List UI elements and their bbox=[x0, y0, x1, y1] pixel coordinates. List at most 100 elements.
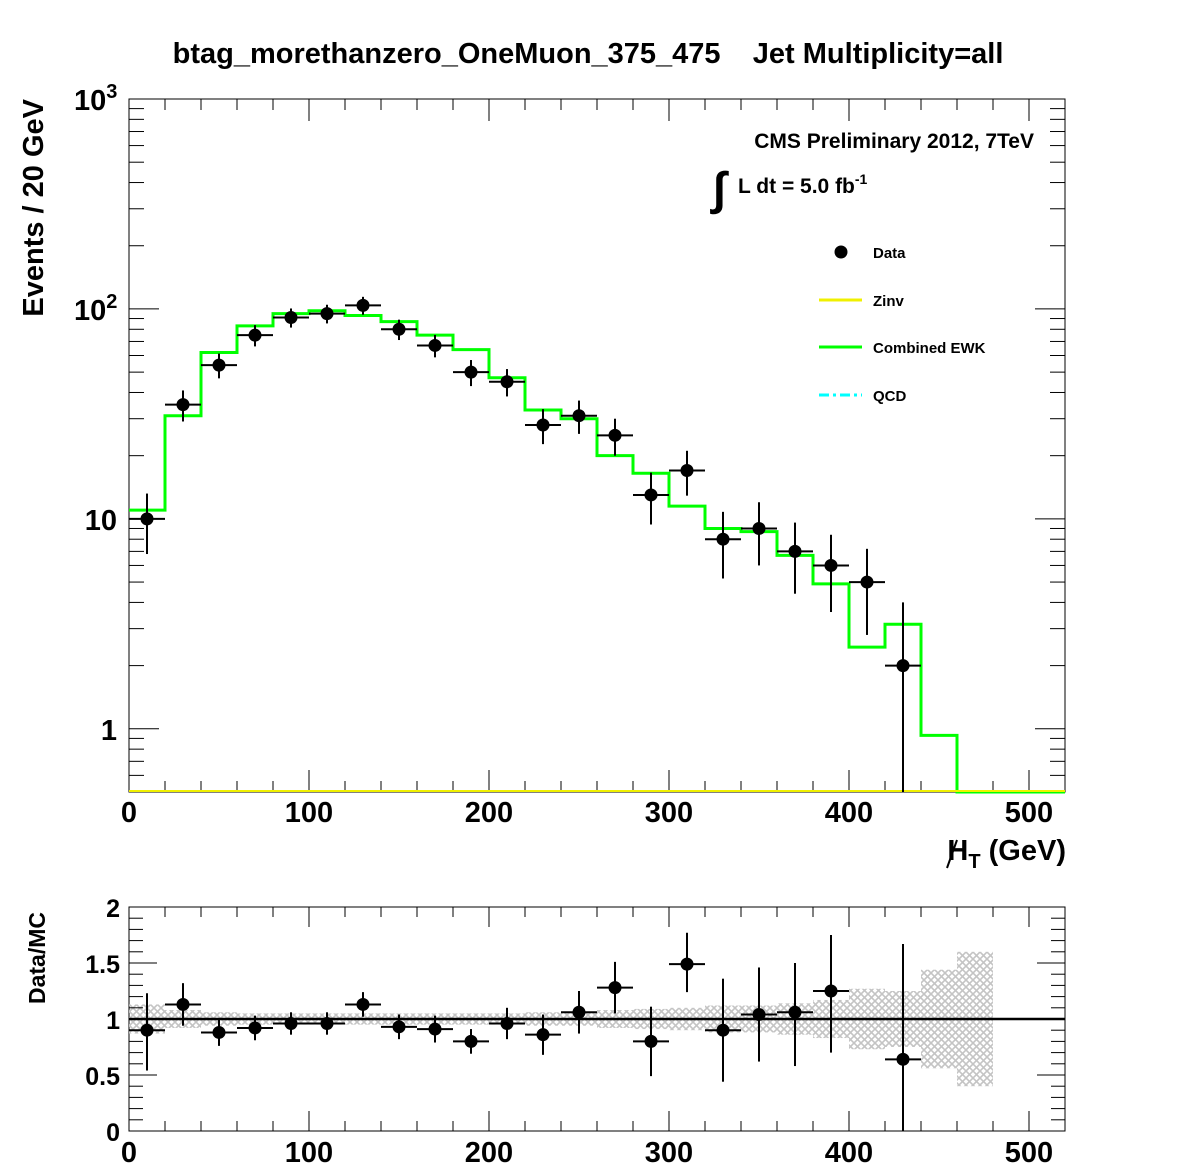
ratio-x-tick-label: 200 bbox=[465, 1137, 513, 1169]
cms-annotation: CMS Preliminary 2012, 7TeV ∫ L dt = 5.0 … bbox=[709, 130, 1034, 215]
ratio-point bbox=[140, 1023, 154, 1037]
ratio-x-tick-label: 400 bbox=[825, 1137, 873, 1169]
x-axis-label-sub: T bbox=[968, 851, 980, 873]
x-tick-label: 300 bbox=[645, 797, 693, 829]
data-point bbox=[212, 358, 226, 372]
legend-entry: Data bbox=[834, 245, 906, 262]
ratio-y-tick-label: 2 bbox=[106, 895, 120, 923]
legend-entry: Zinv bbox=[819, 293, 904, 310]
data-points bbox=[129, 296, 921, 792]
x-axis-label: HT (GeV) bbox=[946, 835, 1066, 873]
y-tick-label-base: 10 bbox=[74, 295, 106, 327]
data-point bbox=[428, 338, 442, 352]
data-point bbox=[284, 311, 298, 325]
x-tick-label: 0 bbox=[121, 797, 137, 829]
y-axis-label: Events / 20 GeV bbox=[18, 98, 50, 316]
ratio-point bbox=[464, 1034, 478, 1048]
data-point bbox=[860, 575, 874, 589]
ewk-step-line bbox=[129, 309, 1065, 794]
x-tick-label: 500 bbox=[1005, 797, 1053, 829]
legend-marker bbox=[834, 245, 848, 259]
ratio-axes: 0 100 200 300 400 500 0 0.5 1 1.5 2 bbox=[85, 895, 1065, 1169]
svg-text:HT (GeV): HT (GeV) bbox=[947, 835, 1066, 873]
data-point bbox=[644, 488, 658, 502]
ratio-point bbox=[824, 984, 838, 998]
data-point bbox=[176, 398, 190, 412]
legend: Data Zinv Combined EWK QCD bbox=[819, 245, 986, 405]
x-axis-label-unit: (GeV) bbox=[981, 835, 1066, 867]
data-point bbox=[824, 558, 838, 572]
legend-label: Data bbox=[873, 245, 906, 262]
ratio-y-axis-label: Data/MC bbox=[24, 912, 50, 1004]
data-point bbox=[680, 463, 694, 477]
ratio-point bbox=[752, 1008, 766, 1022]
data-point bbox=[320, 307, 334, 321]
ratio-y-tick-label: 1.5 bbox=[85, 951, 120, 979]
ratio-y-tick-label: 1 bbox=[106, 1007, 120, 1035]
ratio-point bbox=[284, 1016, 298, 1030]
data-point bbox=[572, 409, 586, 423]
ratio-point bbox=[788, 1005, 802, 1019]
legend-entry: Combined EWK bbox=[819, 340, 986, 357]
y-tick-label: 1 bbox=[101, 715, 117, 747]
ratio-point bbox=[428, 1022, 442, 1036]
ratio-y-tick-label: 0.5 bbox=[85, 1063, 120, 1091]
svg-text:L dt = 5.0 fb-1: L dt = 5.0 fb-1 bbox=[738, 171, 868, 198]
data-point bbox=[392, 322, 406, 336]
annotation-line2: L dt = 5.0 fb bbox=[738, 175, 855, 198]
y-tick-label: 103 bbox=[74, 81, 117, 117]
ratio-point bbox=[356, 997, 370, 1011]
data-point bbox=[140, 512, 154, 526]
chart-title: btag_morethanzero_OneMuon_375_475 Jet Mu… bbox=[173, 38, 1004, 70]
data-point bbox=[716, 532, 730, 546]
annotation-integral: ∫ bbox=[709, 162, 729, 215]
ratio-y-tick-label: 0 bbox=[106, 1119, 120, 1147]
x-axis-label-main: H bbox=[947, 835, 968, 867]
ratio-point bbox=[320, 1016, 334, 1030]
annotation-line1: CMS Preliminary 2012, 7TeV bbox=[754, 130, 1034, 153]
ratio-point bbox=[536, 1028, 550, 1042]
y-tick-label-base: 10 bbox=[74, 85, 106, 117]
ratio-point bbox=[716, 1023, 730, 1037]
ratio-x-tick-label: 300 bbox=[645, 1137, 693, 1169]
data-point bbox=[896, 659, 910, 673]
legend-label: Combined EWK bbox=[873, 340, 986, 357]
ratio-point bbox=[392, 1020, 406, 1034]
ewk-histogram bbox=[129, 309, 1065, 794]
x-axis-label-slash bbox=[946, 839, 958, 869]
ratio-point bbox=[572, 1005, 586, 1019]
data-point bbox=[248, 328, 262, 342]
ratio-plot: 0 100 200 300 400 500 0 0.5 1 1.5 2 Data/MC bbox=[24, 895, 1066, 1169]
ratio-x-tick-label: 500 bbox=[1005, 1137, 1053, 1169]
y-tick-label: 102 bbox=[74, 291, 117, 327]
annotation-exp: -1 bbox=[855, 171, 868, 187]
ratio-point bbox=[176, 997, 190, 1011]
data-point bbox=[356, 298, 370, 312]
y-tick-label-exp: 3 bbox=[106, 81, 117, 103]
ratio-point bbox=[680, 957, 694, 971]
ratio-point bbox=[608, 981, 622, 995]
ratio-point bbox=[212, 1025, 226, 1039]
legend-entry: QCD bbox=[819, 388, 907, 405]
ratio-x-tick-label: 0 bbox=[121, 1137, 137, 1169]
data-point bbox=[752, 521, 766, 535]
x-tick-label: 400 bbox=[825, 797, 873, 829]
x-tick-label: 100 bbox=[285, 797, 333, 829]
ratio-point bbox=[896, 1052, 910, 1066]
data-point bbox=[500, 375, 514, 389]
ratio-point bbox=[248, 1021, 262, 1035]
legend-label: Zinv bbox=[873, 293, 904, 310]
y-tick-label-exp: 2 bbox=[106, 291, 117, 313]
data-point bbox=[464, 365, 478, 379]
legend-label: QCD bbox=[873, 388, 907, 405]
x-tick-label: 200 bbox=[465, 797, 513, 829]
data-point bbox=[788, 544, 802, 558]
data-point bbox=[608, 428, 622, 442]
ratio-x-tick-label: 100 bbox=[285, 1137, 333, 1169]
y-tick-label: 10 bbox=[85, 505, 117, 537]
ratio-point bbox=[644, 1034, 658, 1048]
data-point bbox=[536, 418, 550, 432]
